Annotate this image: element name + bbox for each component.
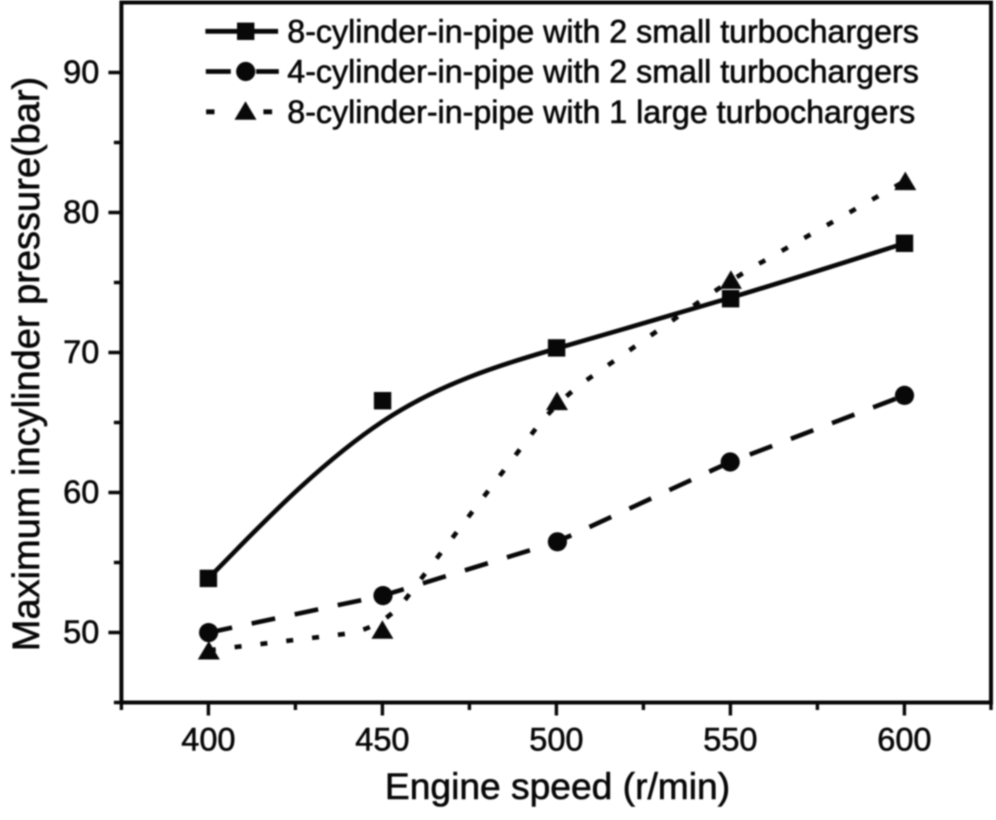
svg-text:60: 60	[63, 474, 99, 510]
svg-text:400: 400	[181, 722, 235, 758]
svg-text:70: 70	[63, 334, 99, 370]
svg-text:50: 50	[63, 614, 99, 650]
svg-text:Maximum incylinder pressure(ba: Maximum incylinder pressure(bar)	[6, 77, 48, 651]
svg-text:4-cylinder-in-pipe with 2 smal: 4-cylinder-in-pipe with 2 small turbocha…	[287, 54, 919, 90]
svg-text:450: 450	[355, 722, 409, 758]
svg-text:80: 80	[63, 194, 99, 230]
svg-text:8-cylinder-in-pipe with 1 larg: 8-cylinder-in-pipe with 1 large turbocha…	[287, 94, 915, 130]
svg-text:Engine speed (r/min): Engine speed (r/min)	[385, 765, 730, 807]
svg-text:600: 600	[877, 722, 931, 758]
svg-text:550: 550	[703, 722, 757, 758]
svg-text:500: 500	[529, 722, 583, 758]
svg-text:8-cylinder-in-pipe with 2 smal: 8-cylinder-in-pipe with 2 small turbocha…	[287, 14, 919, 50]
svg-text:90: 90	[63, 54, 99, 90]
